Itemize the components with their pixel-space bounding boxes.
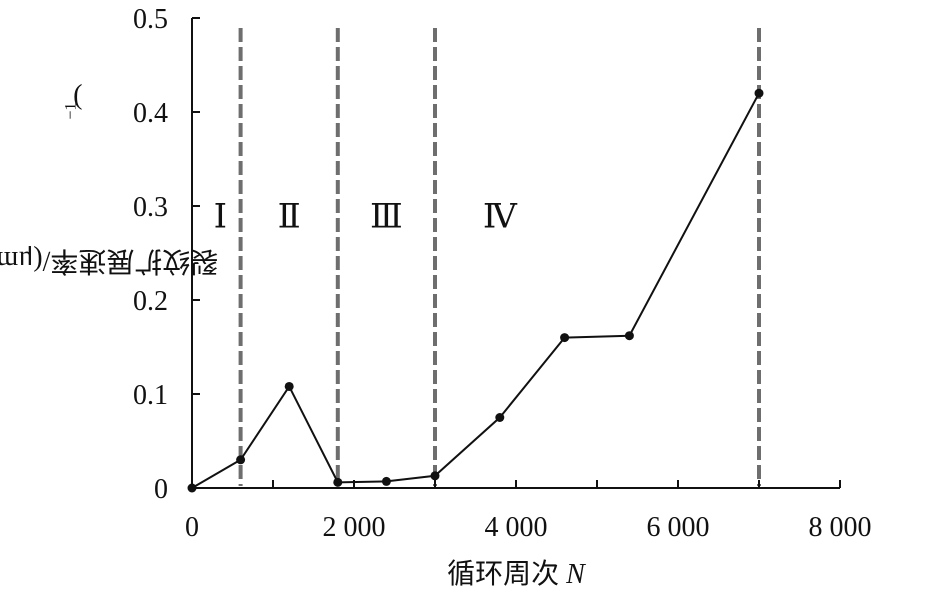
data-series — [187, 88, 764, 493]
data-point — [754, 88, 764, 98]
x-tick-label: 6 000 — [647, 512, 710, 543]
data-point — [333, 477, 343, 487]
y-tick-label: 0 — [154, 474, 168, 505]
stage-label: Ⅱ — [278, 198, 301, 235]
y-tick-label: 0.2 — [133, 286, 168, 317]
data-point — [187, 483, 197, 493]
stage-boundaries — [238, 28, 761, 486]
x-tick-label: 2 000 — [323, 512, 386, 543]
ticks: 0 0.1 0.2 0.3 0.4 0.5 0 2 000 4 000 6 000 8 000 — [133, 4, 872, 543]
stage-label: Ⅰ — [214, 198, 227, 235]
data-point — [495, 413, 505, 422]
data-point — [381, 476, 391, 486]
y-tick-label: 0.3 — [133, 192, 168, 223]
data-point — [560, 333, 570, 343]
data-point — [284, 381, 294, 391]
stage-label: Ⅳ — [483, 198, 518, 235]
x-axis-title: 循环周次 N — [447, 559, 585, 590]
y-tick-label: 0.4 — [133, 98, 168, 129]
data-point — [236, 455, 246, 465]
x-tick-label: 0 — [185, 512, 199, 543]
y-axis-title: 裂纹扩展速率/(μm·周次−1) — [0, 82, 219, 277]
y-tick-label: 0.1 — [133, 380, 168, 411]
data-point — [624, 331, 634, 341]
axes — [191, 18, 840, 489]
x-tick-label: 8 000 — [809, 512, 872, 543]
series-line — [191, 92, 760, 489]
stage-labels: Ⅰ Ⅱ Ⅲ Ⅳ — [214, 198, 518, 235]
data-point — [430, 471, 440, 481]
stage-label: Ⅲ — [370, 198, 403, 235]
x-tick-label: 4 000 — [485, 512, 548, 543]
y-tick-label: 0.5 — [133, 4, 168, 35]
